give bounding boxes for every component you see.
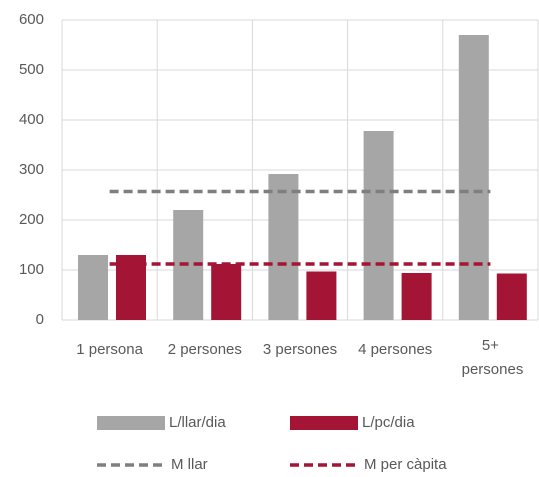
bar: [496, 273, 527, 320]
legend-label: L/pc/dia: [362, 414, 415, 431]
bar: [401, 273, 432, 320]
bar: [78, 255, 108, 320]
y-tick-label: 100: [19, 261, 44, 278]
legend-label: M llar: [171, 456, 208, 472]
legend-swatch: [97, 416, 165, 430]
y-tick-label: 400: [19, 111, 44, 128]
y-tick-label: 600: [19, 11, 44, 28]
x-tick-label: 1 persona: [76, 341, 143, 358]
bar: [268, 174, 299, 320]
legend-label: L/llar/dia: [169, 414, 226, 431]
y-tick-label: 500: [19, 61, 44, 78]
bar: [363, 131, 394, 320]
y-tick-label: 300: [19, 161, 44, 178]
x-tick-label: 4 persones: [358, 341, 432, 358]
bar: [458, 35, 489, 320]
x-tick-label: 3 persones: [263, 341, 337, 358]
legend-label: M per càpita: [364, 456, 447, 472]
x-tick-label: 2 persones: [168, 341, 242, 358]
bar: [211, 264, 242, 320]
legend-swatch: [290, 416, 358, 430]
y-tick-label: 0: [36, 311, 44, 328]
bar: [116, 255, 146, 320]
bar: [306, 271, 337, 320]
y-tick-label: 200: [19, 211, 44, 228]
x-tick-label: 5+ persones: [457, 337, 523, 378]
